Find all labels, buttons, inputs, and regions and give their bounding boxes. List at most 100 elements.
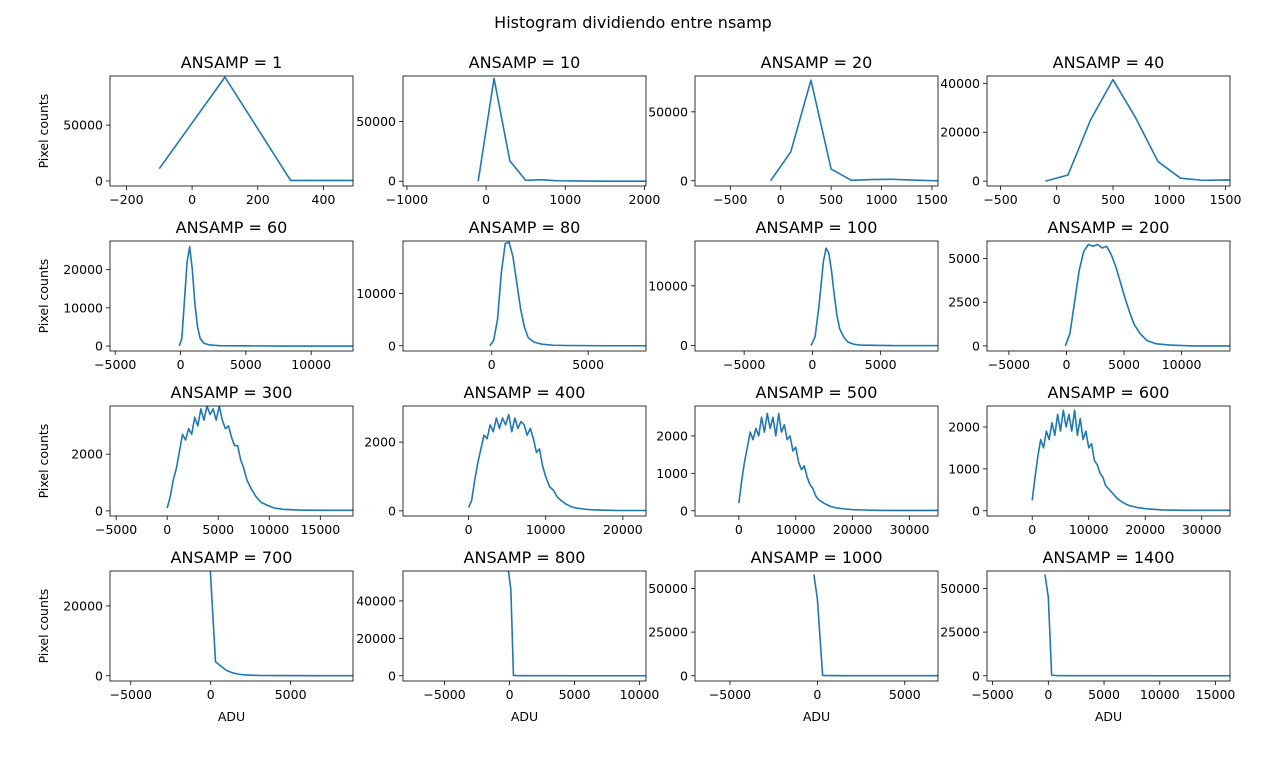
y-tick-label: 50000: [648, 581, 688, 596]
x-tick-label: 5000: [202, 522, 234, 537]
x-tick-label: 0: [506, 687, 514, 702]
x-tick-label: −5000: [95, 522, 137, 537]
subplot-title: ANSAMP = 400: [464, 383, 586, 402]
subplot-6: 0 5000 0 10000 ANSAMP = 80: [356, 218, 647, 372]
subplot-10: 0 10000 20000 0 2000 ANSAMP = 400: [364, 383, 647, 537]
axes-frame: [109, 240, 354, 352]
subplot-12: 0 10000 20000 30000 0 1000 2000 ANSAMP = 600: [948, 383, 1231, 537]
subplot-title: ANSAMP = 40: [1053, 53, 1165, 72]
y-tick-label: 20000: [940, 125, 980, 140]
y-tick-label: 25000: [648, 625, 688, 640]
series-line: [507, 571, 646, 677]
x-tick-label: 10000: [1162, 357, 1202, 372]
series-line: [769, 79, 938, 182]
y-tick-label: 10000: [648, 278, 688, 293]
y-tick-label: 2000: [364, 435, 396, 450]
x-tick-label: 1500: [916, 192, 948, 207]
x-tick-label: −1000: [386, 192, 428, 207]
x-tick-label: −5000: [423, 687, 465, 702]
y-tick-label: 10000: [63, 300, 103, 315]
subplot-title: ANSAMP = 100: [756, 218, 878, 237]
x-tick-label: 1000: [866, 192, 898, 207]
x-tick-label: 10000: [1069, 522, 1109, 537]
subplot-9: −5000 0 5000 10000 15000 0 2000 ANSAMP = 300 Pix…: [36, 383, 354, 537]
axes-frame: [694, 405, 939, 517]
axes-frame: [109, 570, 354, 682]
x-tick-label: 5000: [1088, 687, 1120, 702]
x-tick-label: 5000: [889, 687, 921, 702]
series-line: [158, 76, 353, 182]
x-tick-label: 0: [1053, 192, 1061, 207]
subplot-7: −5000 0 5000 0 10000 ANSAMP = 100: [648, 218, 939, 372]
y-tick-label: 40000: [356, 593, 396, 608]
y-tick-label: 2000: [71, 447, 103, 462]
y-tick-label: 2000: [656, 428, 688, 443]
x-tick-label: 5000: [230, 357, 262, 372]
subplot-8: −5000 0 5000 10000 0 2500 5000 ANSAMP = 200: [948, 218, 1231, 372]
x-tick-label: 0: [488, 357, 496, 372]
subplot-16: −5000 0 5000 10000 15000 0 25000 50000 ANSAMP = …: [940, 548, 1235, 724]
y-tick-label: 0: [680, 173, 688, 188]
x-tick-label: 0: [465, 522, 473, 537]
axes-frame: [109, 75, 354, 187]
x-tick-label: 10000: [249, 522, 289, 537]
y-axis-label: Pixel counts: [36, 424, 51, 499]
y-axis-label: Pixel counts: [36, 259, 51, 334]
x-tick-label: −5000: [971, 687, 1013, 702]
axes-frame: [694, 75, 939, 187]
y-tick-label: 50000: [940, 581, 980, 596]
series-line: [489, 241, 646, 347]
x-tick-label: 30000: [890, 522, 930, 537]
subplot-title: ANSAMP = 20: [761, 53, 873, 72]
y-tick-label: 50000: [63, 118, 103, 133]
x-tick-label: 0: [1044, 687, 1052, 702]
axes-frame: [402, 240, 647, 352]
x-tick-label: −5000: [709, 687, 751, 702]
x-axis-label: ADU: [1095, 709, 1122, 724]
y-tick-label: 0: [680, 338, 688, 353]
y-tick-label: 0: [95, 668, 103, 683]
subplot-title: ANSAMP = 300: [171, 383, 293, 402]
x-tick-label: 0: [808, 357, 816, 372]
x-tick-label: −500: [983, 192, 1017, 207]
y-tick-label: 2500: [948, 295, 980, 310]
series-line: [738, 412, 938, 512]
subplot-title: ANSAMP = 1: [181, 53, 283, 72]
x-tick-label: 0: [163, 522, 171, 537]
subplot-title: ANSAMP = 700: [171, 548, 293, 567]
y-tick-label: 0: [972, 338, 980, 353]
x-tick-label: −500: [713, 192, 747, 207]
subplot-title: ANSAMP = 1400: [1042, 548, 1174, 567]
x-tick-label: 5000: [1108, 357, 1140, 372]
x-tick-label: 500: [819, 192, 843, 207]
y-tick-label: 0: [388, 338, 396, 353]
x-tick-label: 15000: [1196, 687, 1236, 702]
x-tick-label: −5000: [988, 357, 1030, 372]
x-tick-label: 0: [207, 687, 215, 702]
axes-frame: [402, 405, 647, 517]
x-tick-label: 2000: [629, 192, 661, 207]
subplot-14: −5000 0 5000 10000 0 20000 40000 ANSAMP = 800 AD…: [356, 548, 659, 724]
subplot-1: −200 0 200 400 0 50000 ANSAMP = 1 Pixel counts: [36, 53, 354, 207]
x-tick-label: 0: [813, 687, 821, 702]
y-tick-label: 0: [388, 503, 396, 518]
x-tick-label: 10000: [526, 522, 566, 537]
x-tick-label: −5000: [94, 357, 136, 372]
axes-frame: [694, 570, 939, 682]
x-tick-label: −5000: [723, 357, 765, 372]
axes-frame: [986, 75, 1231, 187]
subplot-title: ANSAMP = 600: [1048, 383, 1170, 402]
y-tick-label: 10000: [356, 286, 396, 301]
axes-frame: [694, 240, 939, 352]
subplot-11: 0 10000 20000 30000 0 1000 2000 ANSAMP = 500: [656, 383, 939, 537]
x-axis-label: ADU: [511, 709, 538, 724]
x-tick-label: 5000: [572, 357, 604, 372]
x-tick-label: 0: [1062, 357, 1070, 372]
x-tick-label: 0: [177, 357, 185, 372]
series-line: [178, 245, 353, 347]
x-tick-label: 1500: [1210, 192, 1242, 207]
y-tick-label: 20000: [356, 631, 396, 646]
y-tick-label: 0: [972, 503, 980, 518]
